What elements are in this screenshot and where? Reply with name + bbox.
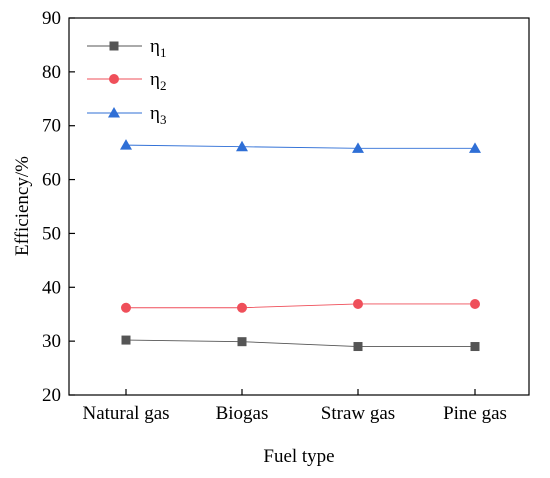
y-tick-label: 90 [42,8,61,29]
data-point [121,335,131,345]
legend-label-symbol: η [150,103,160,124]
data-point [352,142,364,153]
x-axis: Natural gas Biogas Straw gas Pine gas [82,389,507,424]
y-tick-label: 20 [42,385,61,406]
legend-item-2: η2 [87,69,166,93]
y-tick-label: 60 [42,170,61,191]
legend-marker [109,74,119,84]
legend-label-symbol: η [150,69,160,90]
x-tick-label: Biogas [216,403,269,424]
legend-label-subscript: 1 [160,45,167,60]
series-layer [120,139,481,352]
x-tick-label: Natural gas [82,403,169,424]
y-axis: 20 30 40 50 60 70 80 90 [42,8,75,406]
data-point [470,298,480,309]
legend-label: η1 [150,36,166,60]
data-point [353,342,363,352]
y-tick-label: 50 [42,223,61,244]
data-point [237,302,247,313]
series-2 [121,298,480,313]
series-3 [120,139,481,153]
legend-item-1: η1 [87,36,166,60]
data-point [121,302,131,313]
series-line [125,144,475,149]
data-point [237,337,247,347]
data-point [120,139,132,150]
legend-item-3: η3 [87,103,166,127]
series-1 [121,335,480,352]
data-point [236,140,248,152]
legend-label-symbol: η [150,36,160,57]
plot-frame [68,17,530,396]
series-line [126,303,475,309]
y-tick-label: 30 [42,331,61,352]
legend-marker [109,41,119,51]
legend-label-subscript: 3 [160,112,167,127]
legend-label: η2 [150,69,166,93]
legend-label-subscript: 2 [160,78,167,93]
y-tick-label: 70 [42,116,61,137]
data-point [469,142,481,153]
legend-marker [108,107,120,118]
x-tick-label: Pine gas [443,403,507,424]
y-tick-label: 40 [42,277,61,298]
y-axis-title: Efficiency/% [12,156,33,256]
x-axis-title: Fuel type [263,446,334,467]
legend-label: η3 [150,103,166,127]
y-tick-label: 80 [42,62,61,83]
x-tick-label: Straw gas [321,403,395,424]
data-point [470,342,480,352]
data-point [353,298,363,309]
series-line [125,339,475,347]
